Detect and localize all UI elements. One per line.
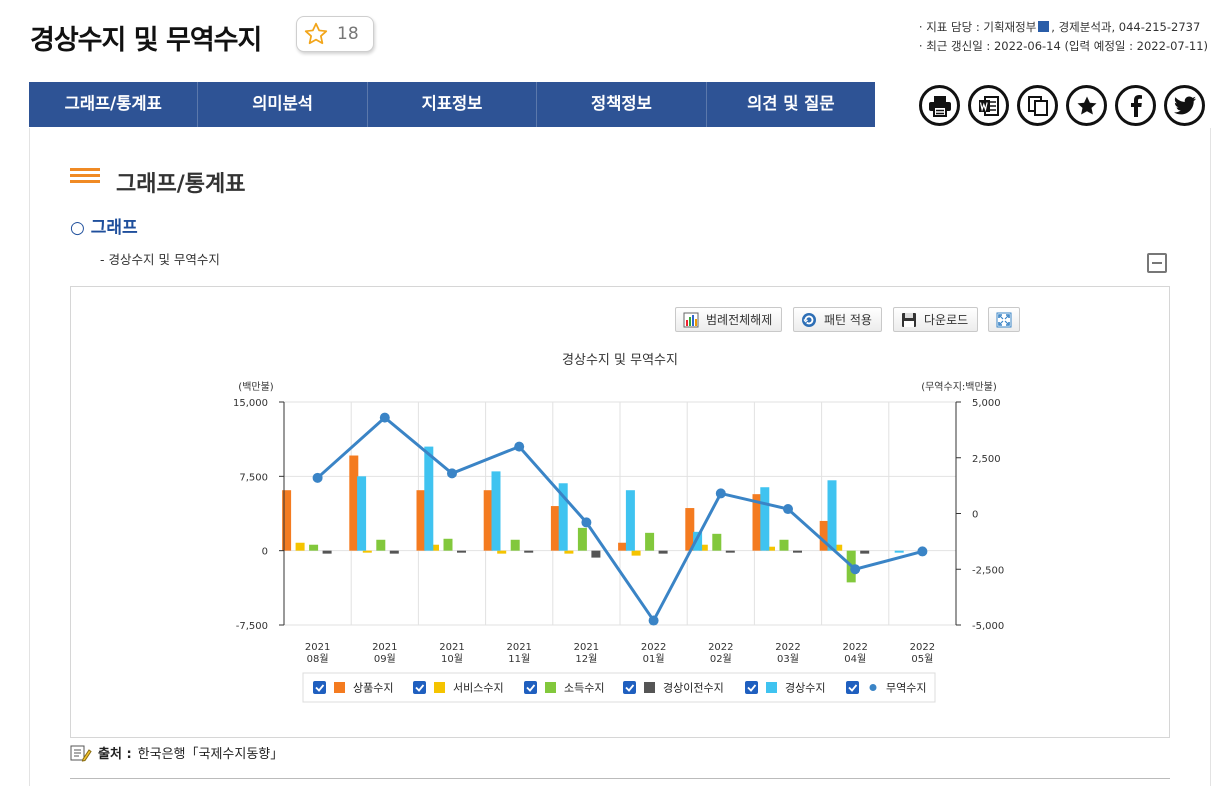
tab-indicator-info[interactable]: 지표정보 (368, 82, 538, 127)
word-icon[interactable] (968, 85, 1009, 126)
section-list-icon (70, 168, 100, 188)
section-title: 그래프/통계표 (116, 172, 246, 197)
content-panel (29, 128, 1211, 786)
source-text: 한국은행「국제수지동향」 (137, 747, 284, 762)
copy-icon[interactable] (1017, 85, 1058, 126)
expand-icon (996, 312, 1012, 327)
indicator-meta: · 지표 담당 : 기획재정부 , 경제분석과, 044-215-2737 · 최… (919, 18, 1208, 56)
meta-contact: , 경제분석과, 044-215-2737 (1051, 20, 1201, 34)
pattern-button[interactable]: 패턴 적용 (793, 307, 882, 332)
star-outline-icon (304, 22, 328, 45)
facebook-icon[interactable] (1115, 85, 1156, 126)
download-label: 다운로드 (924, 313, 969, 327)
pattern-label: 패턴 적용 (824, 313, 872, 327)
book-icon (70, 745, 92, 762)
refresh-icon (802, 312, 816, 327)
divider (70, 778, 1170, 779)
chart-frame (70, 286, 1170, 738)
collapse-button[interactable] (1147, 253, 1167, 273)
chart-label: - 경상수지 및 무역수지 (100, 252, 220, 267)
share-toolbar (919, 85, 1205, 126)
legend-toggle-button[interactable]: 범례전체해제 (675, 307, 783, 332)
chart-bars-icon (683, 312, 699, 327)
download-button[interactable]: 다운로드 (893, 307, 979, 332)
page-title: 경상수지 및 무역수지 (30, 25, 262, 56)
save-icon (902, 312, 916, 327)
main-tabs: 그래프/통계표 의미분석 지표정보 정책정보 의견 및 질문 (29, 82, 875, 127)
fullscreen-button[interactable] (988, 307, 1020, 332)
graph-subtitle: ○ 그래프 (70, 218, 138, 238)
print-icon[interactable] (919, 85, 960, 126)
tab-comments[interactable]: 의견 및 질문 (747, 94, 835, 113)
meta-department: · 지표 담당 : 기획재정부 (918, 20, 1037, 34)
external-link-icon[interactable] (1038, 21, 1050, 32)
tab-policy-info[interactable]: 정책정보 (537, 82, 707, 127)
source-label: 출처 : (98, 747, 132, 762)
twitter-icon[interactable] (1164, 85, 1205, 126)
legend-toggle-label: 범례전체해제 (706, 313, 773, 327)
star-count: 18 (337, 24, 359, 44)
meta-updated: · 최근 갱신일 : 2022-06-14 (입력 예정일 : 2022-07-… (918, 39, 1208, 53)
tab-analysis[interactable]: 의미분석 (198, 82, 368, 127)
favorite-button[interactable]: 18 (296, 16, 374, 52)
bookmark-star-icon[interactable] (1066, 85, 1107, 126)
source-note: 출처 : 한국은행「국제수지동향」 (70, 743, 283, 762)
tab-graph[interactable]: 그래프/통계표 (29, 82, 199, 127)
